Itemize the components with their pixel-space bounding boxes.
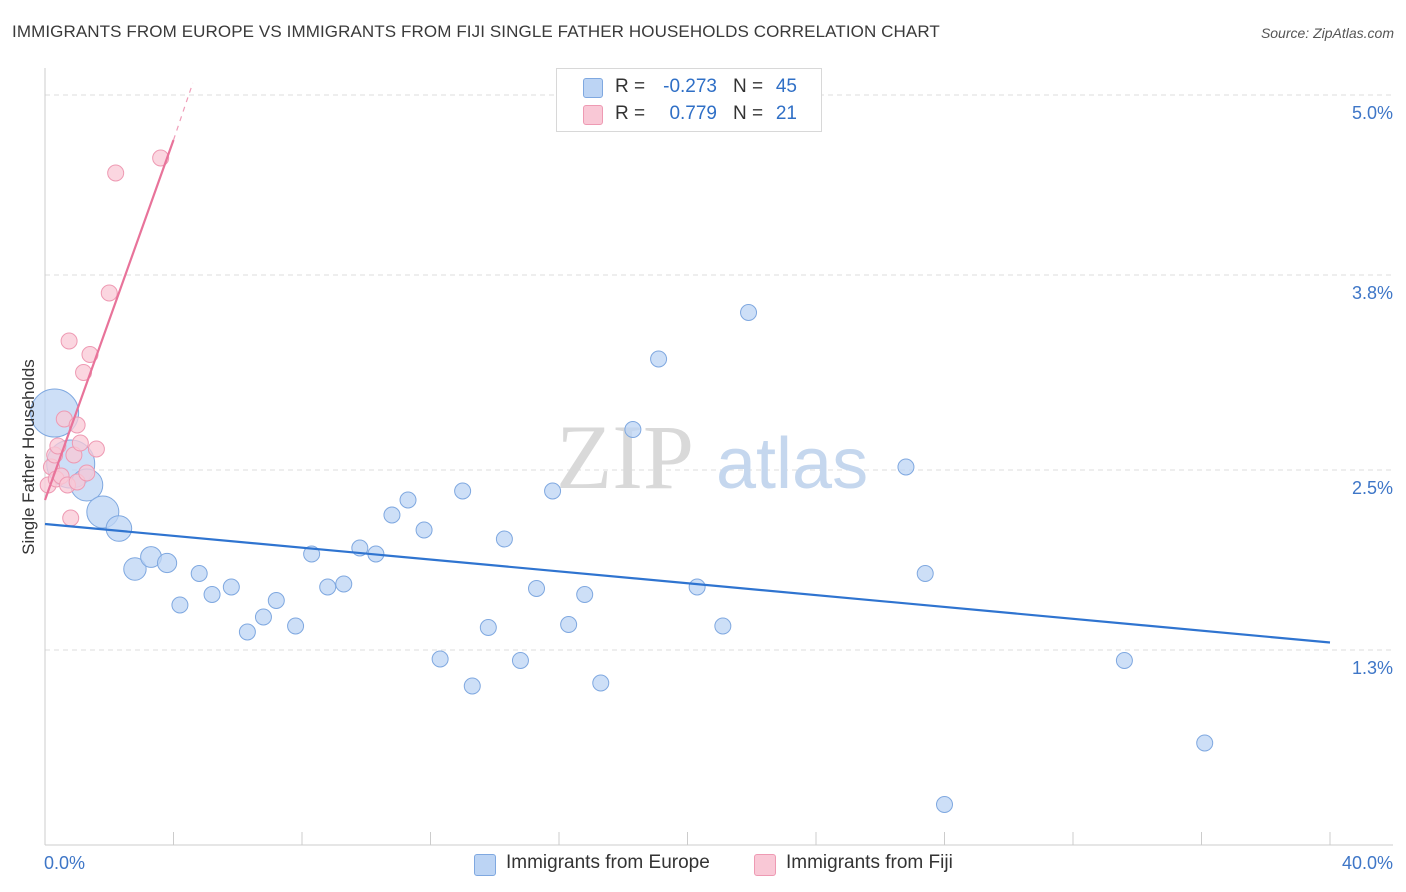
europe-point-34 (592, 674, 610, 692)
correlation-legend: R = -0.273 N = 45 R = 0.779 N = 21 (556, 68, 822, 132)
bottom-europe-swatch (474, 854, 496, 876)
x-tick-label-1: 40.0% (1342, 853, 1393, 873)
europe-point-12 (238, 623, 256, 641)
bottom-fiji-label: Immigrants from Fiji (786, 852, 953, 873)
fiji-point-8 (60, 332, 78, 350)
watermark-atlas: atlas (716, 424, 868, 504)
fiji-r-label: R = (615, 103, 646, 124)
fiji-trendline (43, 139, 175, 501)
fiji-point-19 (107, 164, 125, 182)
fiji-point-9 (62, 509, 80, 527)
europe-point-10 (203, 586, 221, 603)
europe-point-30 (528, 580, 546, 597)
fiji-r-value: 0.779 (669, 103, 717, 124)
europe-point-5 (123, 557, 147, 581)
y-tick-label-0: 1.3% (1352, 658, 1393, 678)
legend-row-fiji: R = 0.779 N = 21 (557, 101, 821, 127)
europe-n-label: N = (733, 76, 764, 97)
europe-point-18 (335, 575, 353, 593)
y-tick-label-3: 5.0% (1352, 103, 1393, 123)
europe-point-15 (287, 617, 305, 635)
x-tick-marks (44, 832, 1331, 845)
europe-point-4 (105, 515, 133, 542)
source-label: Source: ZipAtlas.com (1260, 25, 1394, 41)
europe-point-35 (624, 421, 642, 438)
europe-point-22 (399, 491, 417, 509)
bottom-europe-label: Immigrants from Europe (506, 852, 710, 873)
watermark: ZIP atlas (556, 406, 868, 508)
europe-point-38 (714, 617, 732, 635)
europe-point-42 (936, 796, 953, 813)
y-tick-label-1: 2.5% (1352, 478, 1393, 498)
fiji-point-17 (87, 440, 105, 458)
fiji-n-value: 21 (775, 103, 797, 124)
trendlines (43, 82, 1331, 644)
fiji-point-15 (78, 464, 96, 482)
europe-point-11 (222, 578, 240, 596)
europe-point-36 (650, 350, 668, 368)
axes (44, 68, 1393, 846)
europe-point-33 (576, 586, 594, 603)
europe-point-24 (431, 650, 449, 668)
fiji-point-18 (100, 284, 118, 302)
y-tick-label-2: 3.8% (1352, 283, 1393, 303)
grid-lines (45, 94, 1393, 651)
europe-point-28 (495, 530, 513, 548)
series-europe-points (30, 304, 1214, 813)
legend-row-europe: R = -0.273 N = 45 (557, 74, 821, 100)
europe-r-label: R = (615, 76, 646, 97)
europe-r-value: -0.273 (663, 76, 717, 97)
europe-point-32 (560, 616, 578, 633)
fiji-trendline-extension (172, 82, 194, 141)
europe-point-14 (267, 592, 285, 609)
europe-point-31 (544, 482, 562, 500)
europe-swatch (583, 78, 603, 98)
europe-point-44 (1196, 734, 1214, 752)
europe-n-value: 45 (775, 76, 797, 97)
fiji-swatch (583, 105, 603, 125)
x-tick-label-0: 0.0% (44, 853, 85, 873)
europe-point-39 (740, 304, 758, 321)
europe-point-26 (463, 677, 481, 695)
europe-point-29 (511, 652, 529, 669)
europe-point-13 (254, 608, 272, 626)
europe-point-43 (1115, 652, 1133, 669)
europe-point-27 (479, 619, 497, 636)
europe-point-21 (383, 506, 401, 524)
europe-point-40 (897, 458, 915, 476)
watermark-zip: ZIP (556, 406, 694, 508)
y-axis-label: Single Father Households (19, 359, 38, 555)
europe-point-37 (688, 578, 706, 596)
europe-trendline (44, 522, 1331, 644)
bottom-fiji-swatch (754, 854, 776, 876)
europe-point-23 (415, 521, 433, 539)
chart-title: IMMIGRANTS FROM EUROPE VS IMMIGRANTS FRO… (12, 22, 940, 41)
europe-point-9 (190, 565, 208, 582)
x-tick-labels: 0.0% 40.0% (44, 853, 1393, 873)
europe-point-41 (916, 565, 934, 582)
europe-point-7 (156, 552, 178, 574)
y-tick-labels: 1.3% 2.5% 3.8% 5.0% (1352, 103, 1393, 678)
fiji-point-13 (71, 434, 89, 452)
europe-point-8 (171, 596, 189, 614)
europe-point-25 (454, 482, 472, 500)
fiji-n-label: N = (733, 103, 764, 124)
europe-point-17 (319, 578, 337, 596)
